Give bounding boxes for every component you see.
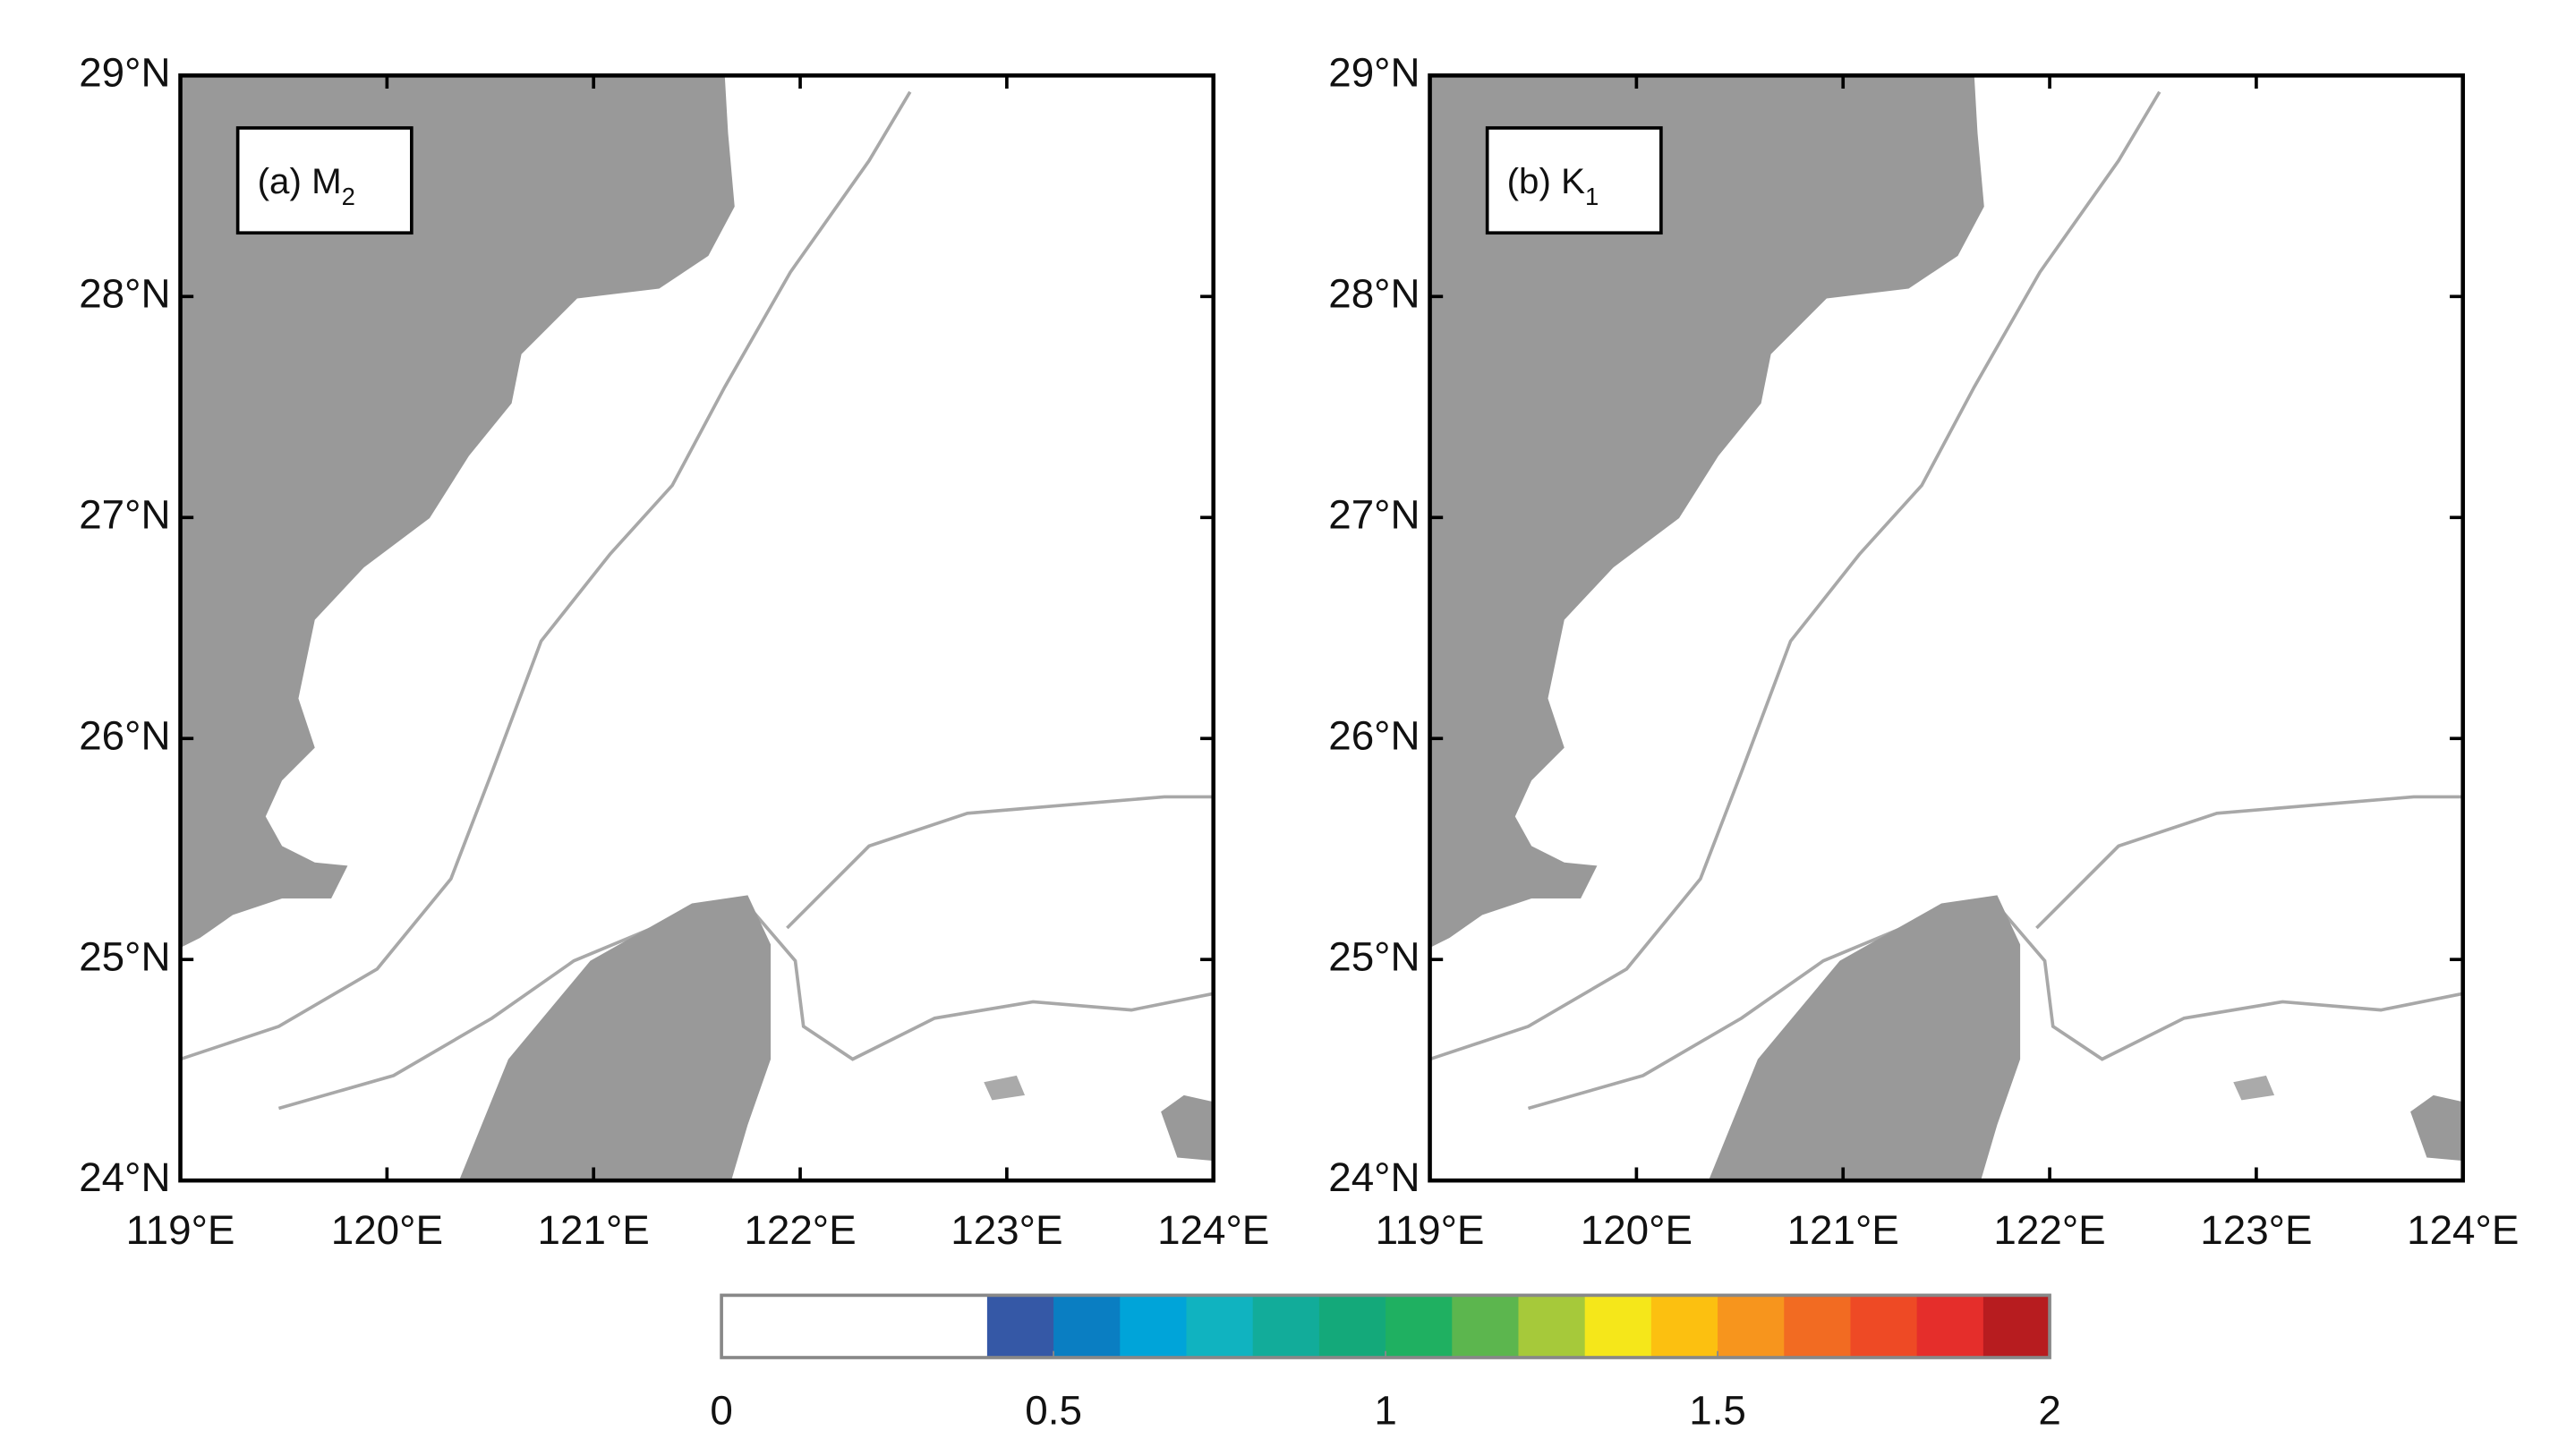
y-tick-label: 27°N (79, 491, 170, 537)
colorbar-tick-label: 0 (710, 1387, 732, 1433)
y-tick-label: 27°N (1328, 491, 1420, 537)
panel-label-box (235, 126, 414, 235)
panel-label-subscript: 1 (1585, 183, 1599, 210)
map-panel: 119°E 120°E 121°E 122°E 123°E 124°E 24°N 25°N 26… (79, 49, 1269, 1252)
colorbar-segment (1053, 1295, 1121, 1358)
axes-frame (178, 73, 1216, 1183)
x-tick-label: 122°E (1993, 1207, 2105, 1253)
colorbar-segment (1318, 1295, 1386, 1358)
x-tick-label: 122°E (744, 1207, 856, 1253)
colorbar-segment (1386, 1295, 1454, 1358)
colorbar-segment (1584, 1295, 1652, 1358)
x-tick-label: 119°E (126, 1207, 235, 1253)
y-tick-label: 24°N (79, 1154, 170, 1200)
colorbar-segment (1120, 1295, 1188, 1358)
colorbar-segment (721, 1295, 988, 1358)
panel-label-text: (a) M (258, 161, 342, 201)
colorbar-tick-label: 1 (1374, 1387, 1396, 1433)
y-tick-label: 29°N (79, 49, 170, 95)
y-tick-label: 28°N (1328, 270, 1420, 316)
colorbar-segment (1784, 1295, 1852, 1358)
y-tick-label: 24°N (1328, 1154, 1420, 1200)
y-tick-label: 26°N (1328, 712, 1420, 758)
x-tick-label: 120°E (331, 1207, 443, 1253)
basemap (178, 73, 1215, 1182)
panel-label-box (1485, 126, 1663, 235)
x-tick-label: 123°E (951, 1207, 1062, 1253)
colorbar-segment (1518, 1295, 1586, 1358)
colorbar-segment (1650, 1295, 1718, 1358)
colorbar-segment (1850, 1295, 1918, 1358)
panel-label-text: (b) K (1507, 161, 1585, 201)
colorbar-segment (1916, 1295, 1984, 1358)
panel-label: (a) M2 (258, 161, 355, 210)
colorbar-segment (1982, 1295, 2051, 1358)
x-tick-label: 123°E (2200, 1207, 2312, 1253)
y-tick-label: 29°N (1328, 49, 1420, 95)
colorbar-tick-label: 1.5 (1689, 1387, 1746, 1433)
panel-label: (b) K1 (1507, 161, 1599, 210)
x-tick-label: 124°E (2407, 1207, 2519, 1253)
y-tick-label: 25°N (1328, 933, 1420, 979)
y-tick-label: 28°N (79, 270, 170, 316)
y-tick-label: 25°N (79, 933, 170, 979)
colorbar-segment (1718, 1295, 1786, 1358)
colorbar-tick-label: 0.5 (1025, 1387, 1082, 1433)
map-panel: 119°E 120°E 121°E 122°E 123°E 124°E 24°N 25°N 26… (1328, 49, 2519, 1252)
panels: 119°E 120°E 121°E 122°E 123°E 124°E 24°N 25°N 26… (79, 49, 2519, 1252)
colorbar-tick-label: 2 (2038, 1387, 2060, 1433)
x-tick-label: 120°E (1581, 1207, 1693, 1253)
basemap (1428, 73, 2465, 1182)
colorbar: 0 0.5 1 1.5 2 (710, 1293, 2061, 1433)
colorbar-segment (1452, 1295, 1520, 1358)
x-tick-label: 124°E (1157, 1207, 1269, 1253)
y-tick-label: 26°N (79, 712, 170, 758)
x-tick-label: 121°E (1787, 1207, 1899, 1253)
colorbar-segment (986, 1295, 1055, 1358)
colorbar-segment (1252, 1295, 1320, 1358)
axes-frame (1428, 73, 2466, 1183)
panel-label-subscript: 2 (342, 183, 355, 210)
x-tick-label: 119°E (1376, 1207, 1485, 1253)
colorbar-segment (1186, 1295, 1254, 1358)
x-tick-label: 121°E (538, 1207, 650, 1253)
